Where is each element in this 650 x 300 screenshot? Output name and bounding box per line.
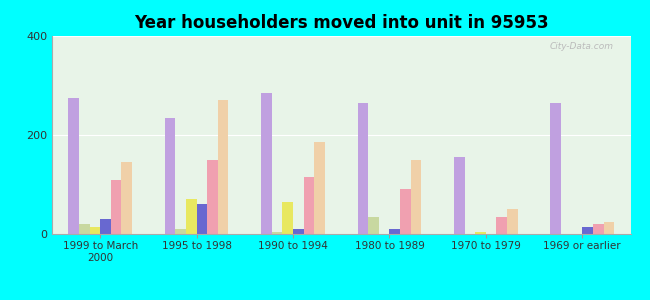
- Bar: [400, 190, 411, 234]
- Bar: [603, 222, 614, 234]
- Bar: [358, 103, 369, 234]
- Bar: [369, 217, 379, 234]
- Bar: [186, 200, 196, 234]
- Bar: [314, 142, 325, 234]
- Bar: [454, 157, 465, 234]
- Bar: [475, 232, 486, 234]
- Bar: [165, 118, 176, 234]
- Bar: [593, 224, 603, 234]
- Title: Year householders moved into unit in 95953: Year householders moved into unit in 959…: [134, 14, 549, 32]
- Bar: [176, 229, 186, 234]
- Bar: [507, 209, 517, 234]
- Bar: [582, 226, 593, 234]
- Bar: [90, 226, 100, 234]
- Bar: [283, 202, 293, 234]
- Bar: [272, 232, 283, 234]
- Bar: [389, 229, 400, 234]
- Bar: [218, 100, 228, 234]
- Bar: [207, 160, 218, 234]
- Bar: [122, 162, 132, 234]
- Bar: [196, 204, 207, 234]
- Text: City-Data.com: City-Data.com: [549, 42, 613, 51]
- Bar: [497, 217, 507, 234]
- Bar: [551, 103, 561, 234]
- Bar: [411, 160, 421, 234]
- Bar: [261, 93, 272, 234]
- Bar: [304, 177, 314, 234]
- Bar: [100, 219, 110, 234]
- Bar: [111, 179, 122, 234]
- Bar: [68, 98, 79, 234]
- Bar: [293, 229, 304, 234]
- Bar: [79, 224, 90, 234]
